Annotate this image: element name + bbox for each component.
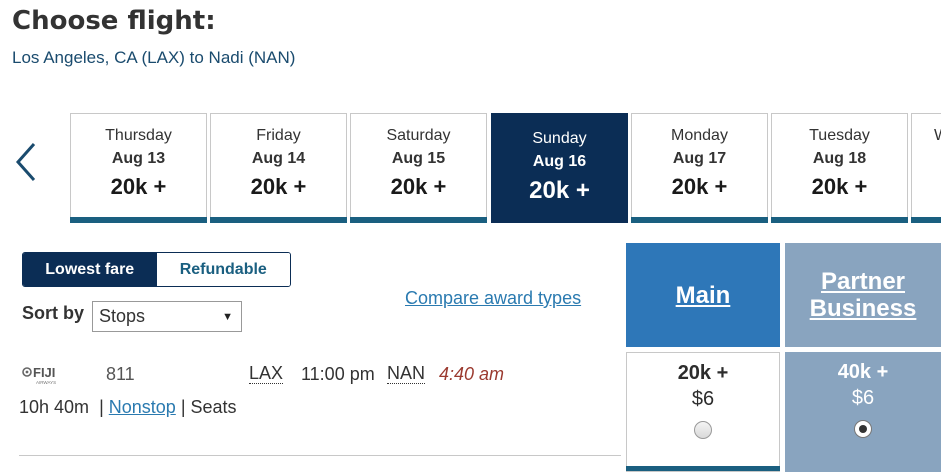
main-fare-radio[interactable] xyxy=(694,421,712,439)
refundable-tab[interactable]: Refundable xyxy=(156,253,290,286)
seats-link[interactable]: Seats xyxy=(190,397,237,417)
compare-award-types-link[interactable]: Compare award types xyxy=(405,288,582,308)
nonstop-link[interactable]: Nonstop xyxy=(108,397,176,417)
separator: | xyxy=(175,397,191,417)
date-card-bar xyxy=(350,217,487,223)
arrival-time: 4:40 am xyxy=(439,364,505,384)
date-card-sunday-selected[interactable]: Sunday Aug 16 20k + xyxy=(491,113,628,223)
sort-select[interactable]: Stops ▼ xyxy=(92,301,242,332)
separator: | xyxy=(94,397,109,417)
date-card-day: W xyxy=(912,127,941,145)
sort-selected-value: Stops xyxy=(99,306,146,326)
date-card-date: Aug 17 xyxy=(672,150,727,167)
date-card-date: Aug 13 xyxy=(111,150,166,167)
date-card-bar xyxy=(210,217,347,223)
date-card-thursday[interactable]: Thursday Aug 13 20k + xyxy=(70,113,207,223)
date-card-price: 20k + xyxy=(250,174,307,199)
departure-airport-code[interactable]: LAX xyxy=(249,363,284,384)
svg-text:FIJI: FIJI xyxy=(33,365,55,380)
main-fare-cell[interactable]: 20k + $6 xyxy=(626,352,780,472)
row-divider xyxy=(19,455,621,456)
partner-fare-radio[interactable] xyxy=(854,420,872,438)
date-card-wednesday-partial[interactable]: W xyxy=(911,113,941,223)
caret-down-icon: ▼ xyxy=(222,310,233,323)
date-card-day: Thursday xyxy=(105,127,172,144)
date-card-day: Sunday xyxy=(532,130,587,147)
date-card-saturday[interactable]: Saturday Aug 15 20k + xyxy=(350,113,487,223)
date-card-price: 20k + xyxy=(811,174,868,199)
fiji-airways-logo: FIJI AIRWAYS xyxy=(22,364,70,386)
date-card-bar xyxy=(70,217,207,223)
date-card-monday[interactable]: Monday Aug 17 20k + xyxy=(631,113,768,223)
date-card-bar xyxy=(911,217,941,223)
partner-column-label-line1: Partner xyxy=(820,268,906,295)
main-fare-fee: $6 xyxy=(691,388,715,410)
date-card-price: 20k + xyxy=(390,174,447,199)
date-card-date: Aug 15 xyxy=(391,150,446,167)
chevron-left-icon[interactable] xyxy=(10,138,46,186)
date-strip: Thursday Aug 13 20k + Friday Aug 14 20k … xyxy=(70,113,941,223)
fare-type-toggle: Lowest fare Refundable xyxy=(22,252,291,287)
page-title: Choose flight: xyxy=(12,6,216,36)
partner-fare-fee: $6 xyxy=(851,387,875,409)
flight-duration: 10h 40m xyxy=(19,397,90,417)
date-card-day: Saturday xyxy=(386,127,451,144)
date-card-date: Aug 16 xyxy=(532,153,587,170)
date-card-tuesday[interactable]: Tuesday Aug 18 20k + xyxy=(771,113,908,223)
main-column-header[interactable]: Main xyxy=(626,243,780,347)
date-card-friday[interactable]: Friday Aug 14 20k + xyxy=(210,113,347,223)
date-card-day: Friday xyxy=(256,127,301,144)
date-card-date: Aug 18 xyxy=(812,150,867,167)
main-fare-bar xyxy=(626,466,780,471)
partner-business-column-header[interactable]: Partner Business xyxy=(785,243,941,347)
date-card-bar xyxy=(771,217,908,223)
partner-column-label-line2: Business xyxy=(809,295,917,322)
main-column-label: Main xyxy=(675,281,731,309)
flight-number: 811 xyxy=(106,364,135,384)
route-subtitle: Los Angeles, CA (LAX) to Nadi (NAN) xyxy=(12,48,296,67)
date-card-date: Aug 14 xyxy=(251,150,306,167)
arrival-airport-code[interactable]: NAN xyxy=(387,363,426,384)
partner-fare-points: 40k + xyxy=(837,361,889,383)
date-card-price: 20k + xyxy=(110,174,167,199)
date-card-day: Monday xyxy=(671,127,728,144)
partner-business-fare-cell[interactable]: 40k + $6 xyxy=(785,352,941,472)
flight-details: 10h 40m | Nonstop | Seats xyxy=(19,397,237,418)
sort-label: Sort by xyxy=(22,303,85,323)
main-fare-points: 20k + xyxy=(677,362,729,384)
departure-time: 11:00 pm xyxy=(301,364,375,384)
lowest-fare-tab[interactable]: Lowest fare xyxy=(23,253,157,286)
date-card-bar xyxy=(631,217,768,223)
date-card-day: Tuesday xyxy=(809,127,870,144)
svg-text:AIRWAYS: AIRWAYS xyxy=(36,380,56,385)
date-card-price: 20k + xyxy=(671,174,728,199)
date-card-price: 20k + xyxy=(529,177,590,204)
